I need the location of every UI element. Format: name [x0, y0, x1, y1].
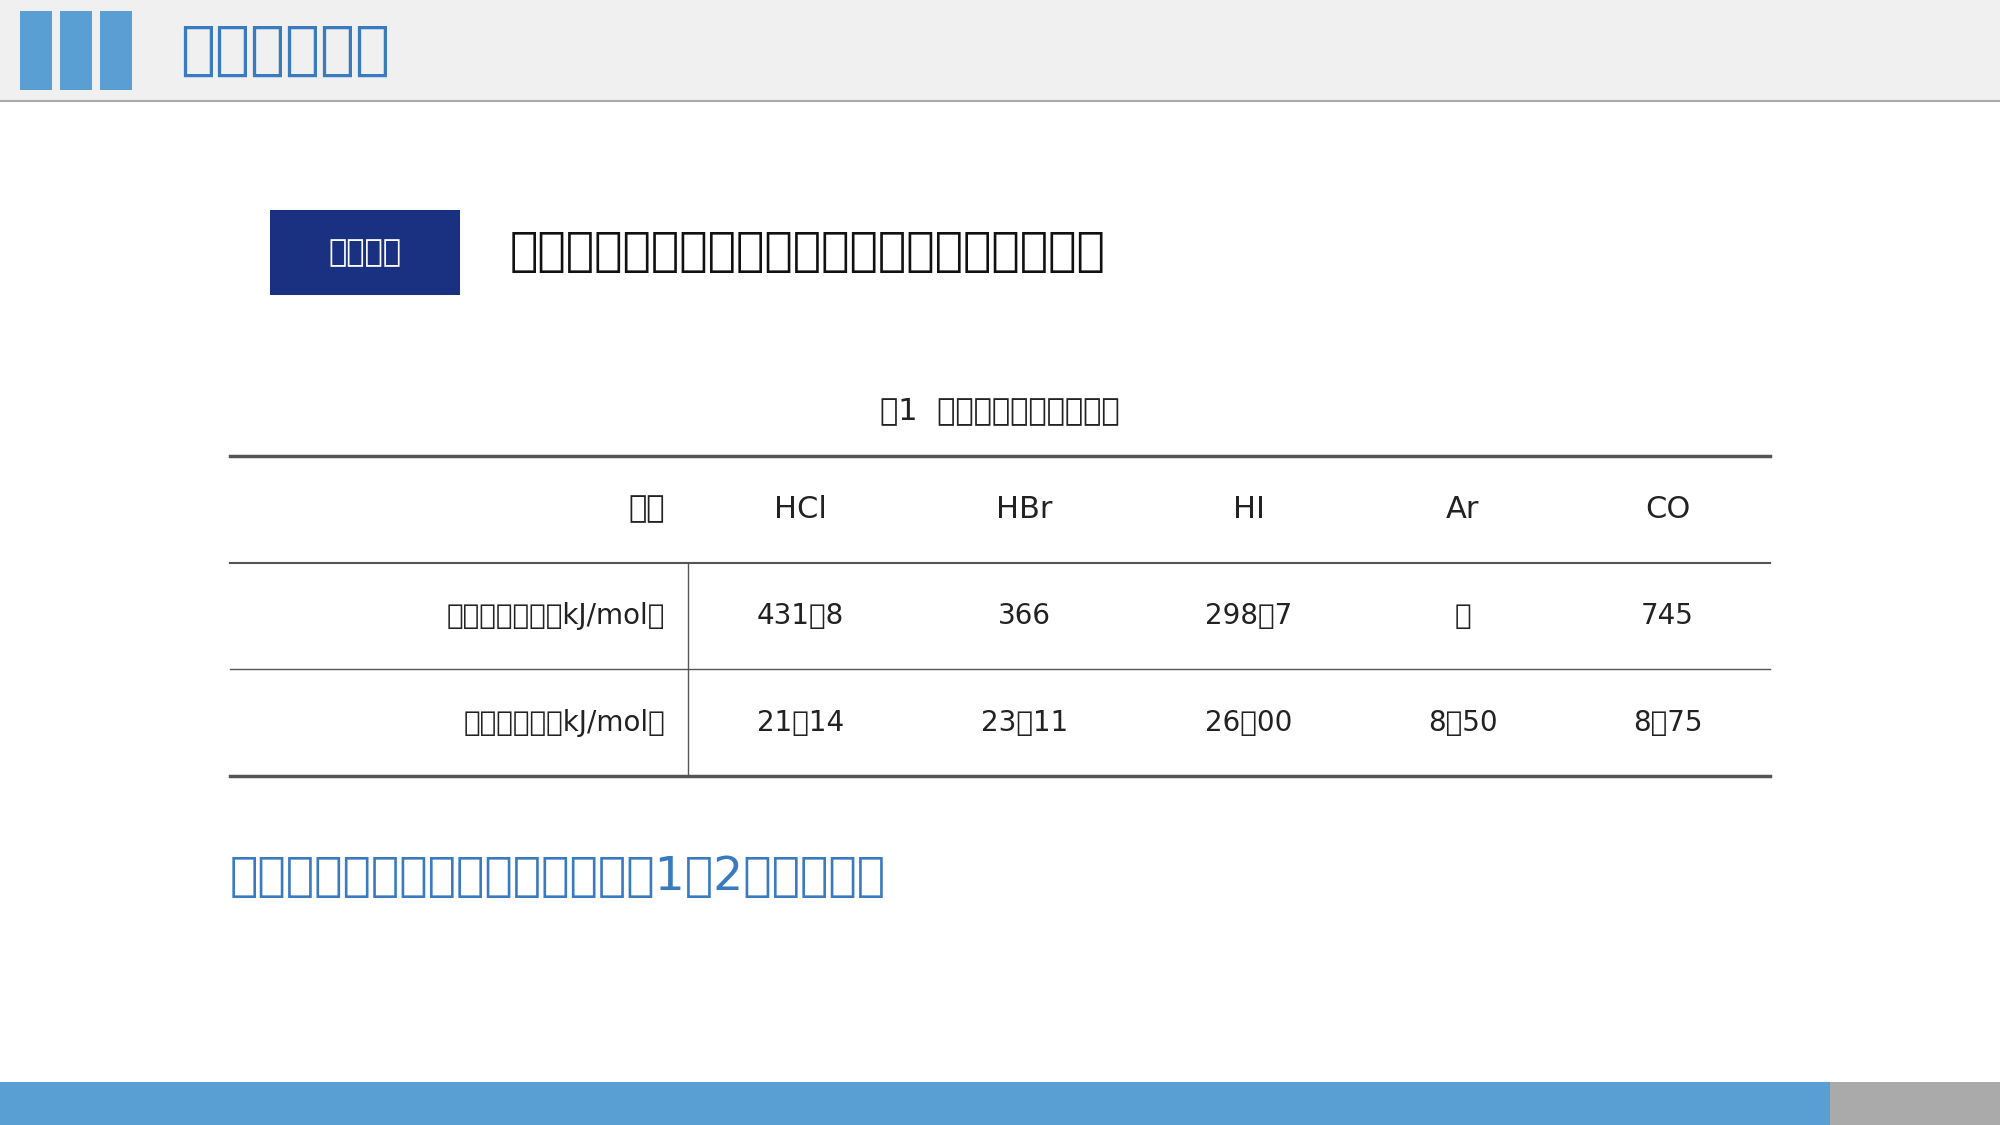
Text: CO: CO — [1644, 495, 1690, 523]
FancyBboxPatch shape — [230, 456, 1770, 776]
Text: 无: 无 — [1454, 602, 1472, 630]
Text: 范德华力／（kJ/mol）: 范德华力／（kJ/mol） — [464, 709, 666, 737]
Text: 8．75: 8．75 — [1632, 709, 1702, 737]
Text: Ar: Ar — [1446, 495, 1480, 523]
Text: 21．14: 21．14 — [756, 709, 844, 737]
Text: 298．7: 298．7 — [1204, 602, 1292, 630]
Text: 23．11: 23．11 — [980, 709, 1068, 737]
Text: 共价键键能／（kJ/mol）: 共价键键能／（kJ/mol） — [446, 602, 666, 630]
Text: 对比下表，你对范德华力的大小有怎样的认识？: 对比下表，你对范德华力的大小有怎样的认识？ — [510, 231, 1106, 274]
Text: HBr: HBr — [996, 495, 1052, 523]
Text: 表1  共价键键能与范德华力: 表1 共价键键能与范德华力 — [880, 396, 1120, 425]
Text: 范德华力很弱，比化学键的键能小1～2个数量级。: 范德华力很弱，比化学键的键能小1～2个数量级。 — [230, 855, 886, 900]
FancyBboxPatch shape — [20, 11, 52, 90]
Text: 思考讨论: 思考讨论 — [328, 238, 402, 267]
FancyBboxPatch shape — [100, 11, 132, 90]
Text: 366: 366 — [998, 602, 1050, 630]
Text: 745: 745 — [1642, 602, 1694, 630]
Text: 8．50: 8．50 — [1428, 709, 1498, 737]
FancyBboxPatch shape — [1830, 1082, 2000, 1125]
Text: 26．00: 26．00 — [1204, 709, 1292, 737]
FancyBboxPatch shape — [0, 1082, 1830, 1125]
FancyBboxPatch shape — [270, 210, 460, 295]
Text: 分子: 分子 — [628, 495, 666, 523]
Text: HCl: HCl — [774, 495, 826, 523]
FancyBboxPatch shape — [0, 101, 2000, 1082]
Text: 431．8: 431．8 — [756, 602, 844, 630]
Text: 一、范德华力: 一、范德华力 — [180, 22, 390, 79]
FancyBboxPatch shape — [60, 11, 92, 90]
FancyBboxPatch shape — [0, 0, 2000, 101]
Text: HI: HI — [1232, 495, 1264, 523]
